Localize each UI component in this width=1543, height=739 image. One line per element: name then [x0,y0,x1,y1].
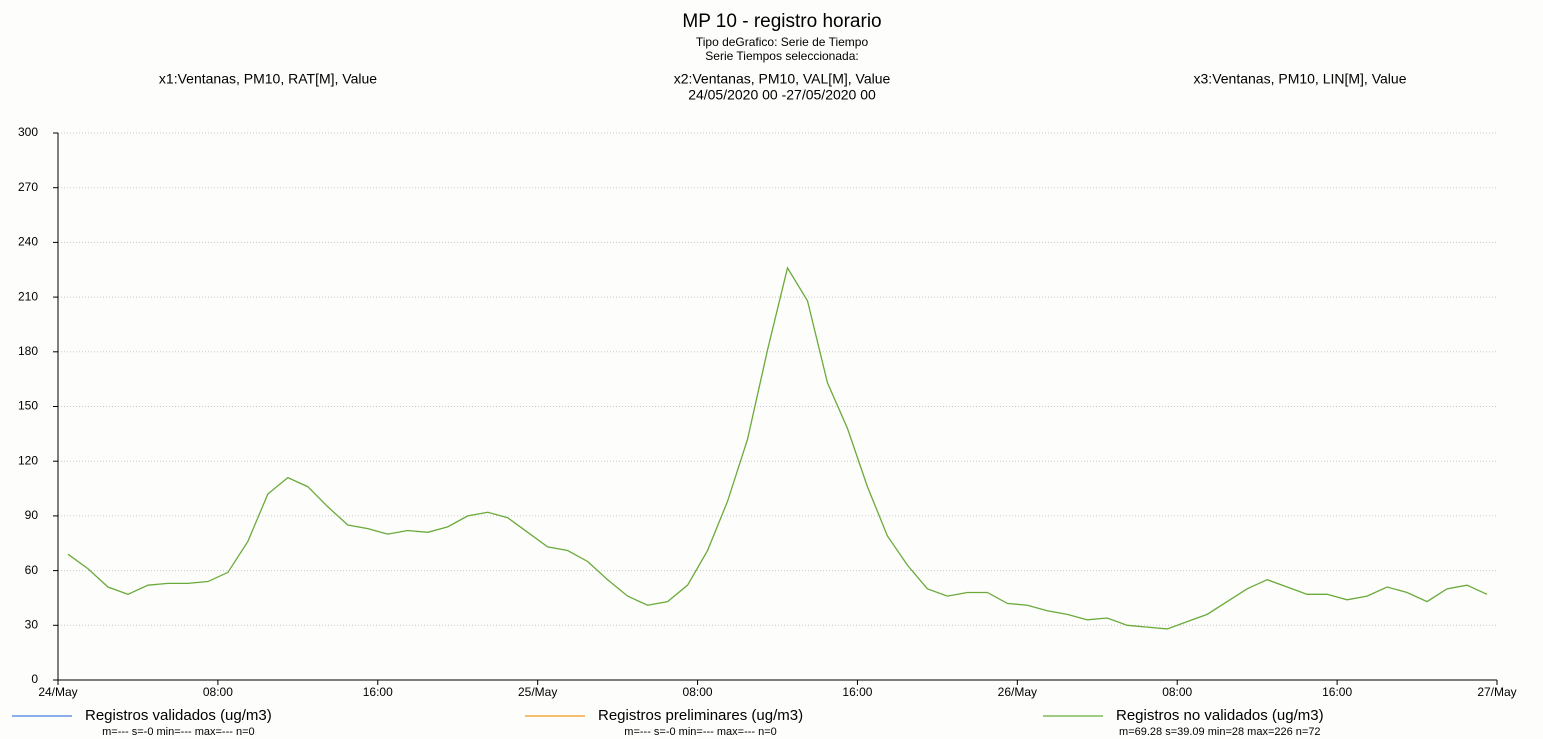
legend-label: Registros preliminares (ug/m3) [598,707,803,724]
left-label: x1:Ventanas, PM10, RAT[M], Value [159,71,377,87]
legend-stats: m=69.28 s=39.09 min=28 max=226 n=72 [1119,726,1321,738]
x-tick-label: 16:00 [363,685,393,699]
subtitle: x2:Ventanas, PM10, VAL[M], Value [674,71,891,87]
y-tick-label: 30 [25,617,39,631]
legend-stats: m=--- s=-0 min=--- max=--- n=0 [624,726,777,738]
x-tick-label: 16:00 [842,685,872,699]
x-tick-label: 24/May [38,685,77,699]
y-tick-label: 90 [25,508,39,522]
x-tick-label: 26/May [998,685,1037,699]
chart-title: MP 10 - registro horario [682,11,881,32]
x-tick-label: 08:00 [683,685,713,699]
y-tick-label: 240 [18,235,38,249]
y-tick-label: 120 [18,453,38,467]
legend-label: Registros no validados (ug/m3) [1116,707,1324,724]
y-tick-label: 210 [18,289,38,303]
y-tick-label: 150 [18,399,38,413]
y-tick-label: 270 [18,180,38,194]
legend-label: Registros validados (ug/m3) [85,707,272,724]
x-tick-label: 08:00 [1162,685,1192,699]
subtitle: Serie Tiempos seleccionada: [705,49,858,63]
x-tick-label: 27/May [1477,685,1516,699]
y-tick-label: 0 [31,672,38,686]
right-label: x3:Ventanas, PM10, LIN[M], Value [1194,71,1407,87]
y-tick-label: 180 [18,344,38,358]
y-tick-label: 300 [18,125,38,139]
subtitle: 24/05/2020 00 -27/05/2020 00 [688,87,876,103]
subtitle: Tipo deGrafico: Serie de Tiempo [696,35,869,49]
x-tick-label: 08:00 [203,685,233,699]
x-tick-label: 16:00 [1322,685,1352,699]
x-tick-label: 25/May [518,685,557,699]
y-tick-label: 60 [25,563,39,577]
series-line [67,266,1488,630]
legend-stats: m=--- s=-0 min=--- max=--- n=0 [102,726,255,738]
